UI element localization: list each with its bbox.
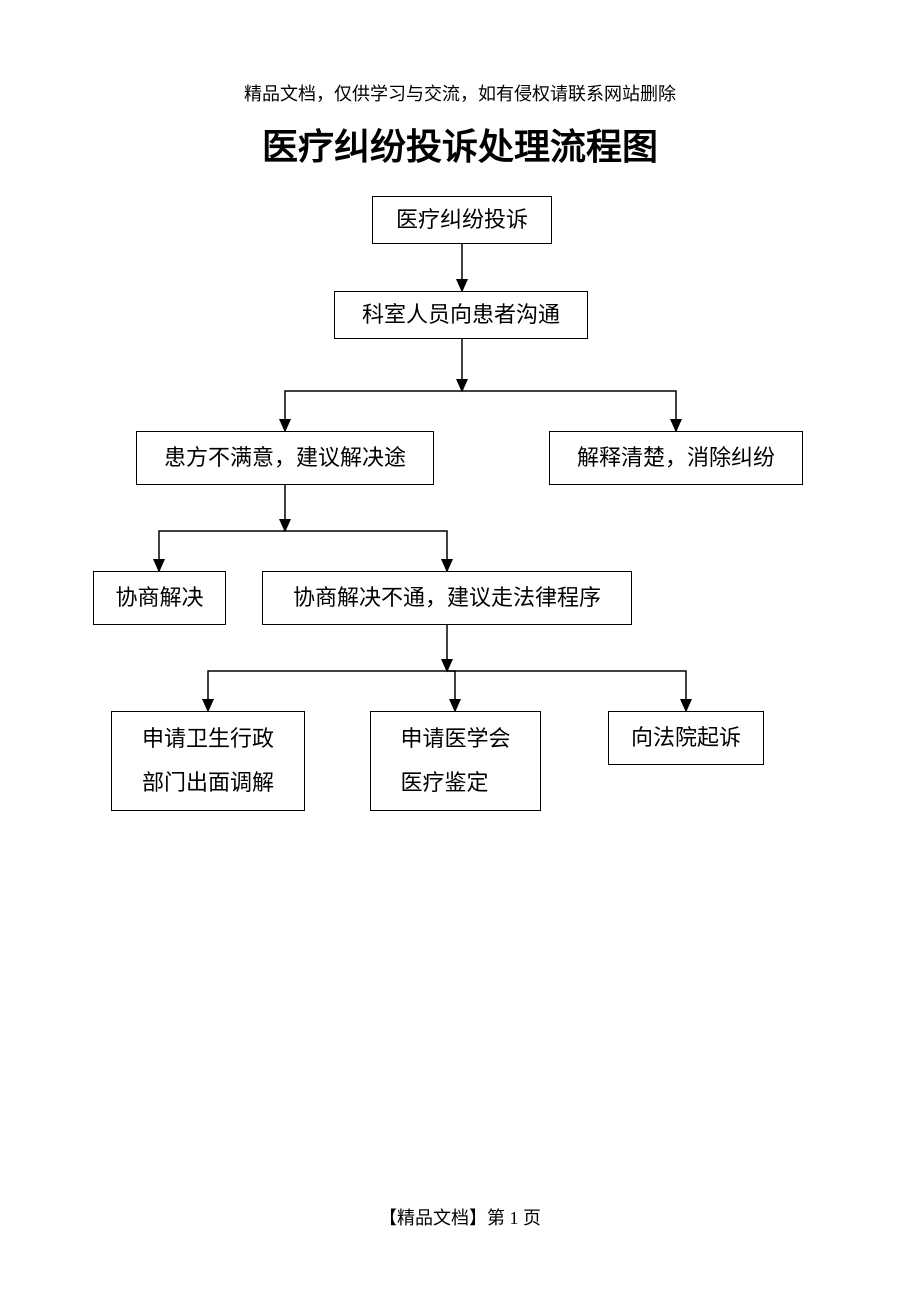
page-footer: 【精品文档】第 1 页 (0, 1204, 920, 1230)
flowchart-container: 医疗纠纷投诉科室人员向患者沟通患方不满意，建议解决途 解释清楚，消除纠纷协商解决协… (0, 0, 920, 1302)
flowchart-node-n9: 向法院起诉 (608, 711, 764, 765)
flowchart-edge (462, 391, 676, 431)
flowchart-edge (285, 391, 462, 431)
flowchart-node-n1: 医疗纠纷投诉 (372, 196, 552, 244)
flowchart-node-n4: 解释清楚，消除纠纷 (549, 431, 803, 485)
flowchart-edge (447, 671, 455, 711)
flowchart-node-n5: 协商解决 (93, 571, 226, 625)
flowchart-node-n7: 申请卫生行政部门出面调解 (111, 711, 305, 811)
flowchart-edge (159, 531, 285, 571)
flowchart-edge (285, 531, 447, 571)
flowchart-node-n2: 科室人员向患者沟通 (334, 291, 588, 339)
flowchart-edge (208, 671, 447, 711)
flowchart-edge (447, 671, 686, 711)
flowchart-node-n6: 协商解决不通，建议走法律程序 (262, 571, 632, 625)
flowchart-node-n3: 患方不满意，建议解决途 (136, 431, 434, 485)
flowchart-node-n8: 申请医学会医疗鉴定 (370, 711, 541, 811)
